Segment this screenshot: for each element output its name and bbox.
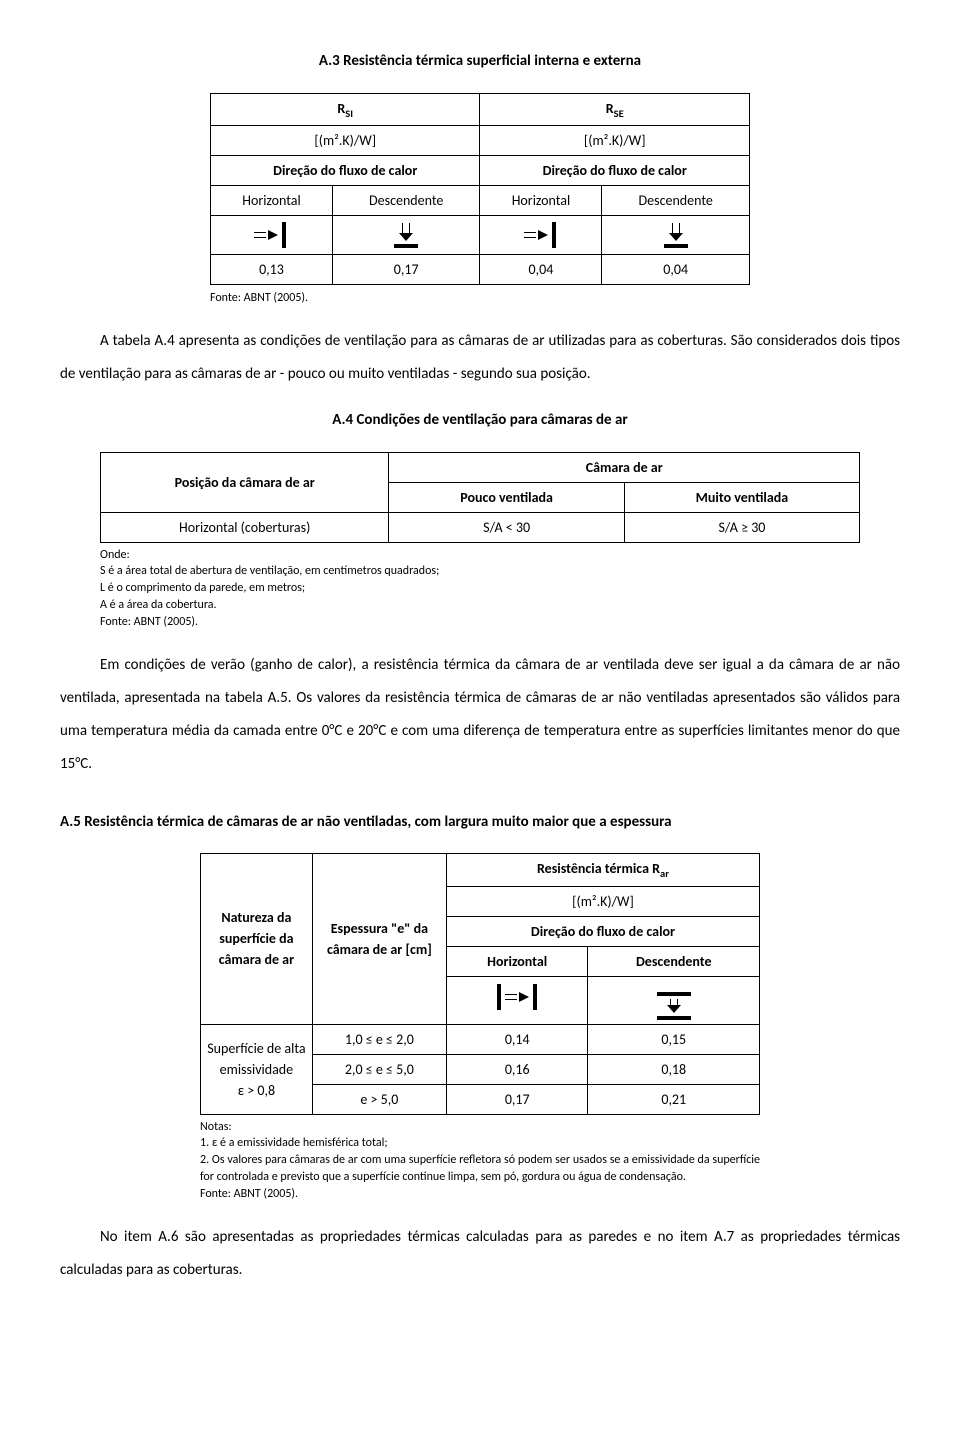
a4-n3: A é a área da cobertura. bbox=[100, 597, 860, 614]
a5-surface-l1: Superfície de alta emissividade bbox=[207, 1040, 305, 1078]
a5-nat-header: Natureza da superfície da câmara de ar bbox=[201, 854, 313, 1025]
a4-pos-header: Posição da câmara de ar bbox=[101, 452, 389, 512]
a3-v0: 0,13 bbox=[211, 255, 333, 285]
a5-descendente-text: Descendente bbox=[636, 953, 712, 970]
a5-notes: Notas: 1. ε é a emissividade hemisférica… bbox=[200, 1119, 760, 1203]
a4-row-pouco: S/A < 30 bbox=[389, 512, 624, 542]
a4-pouco-header: Pouco ventilada bbox=[389, 482, 624, 512]
a3-unit-r: [(m².K)/W] bbox=[480, 126, 750, 156]
a5-table: Natureza da superfície da câmara de ar E… bbox=[200, 853, 760, 1115]
a5-horizontal: Horizontal bbox=[446, 946, 588, 976]
a5-unit: [(m².K)/W] bbox=[446, 886, 759, 916]
a3-title: A.3 Resistência térmica superficial inte… bbox=[60, 50, 900, 73]
a3-d2: Descendente bbox=[602, 186, 750, 216]
a5-icon-h bbox=[446, 976, 588, 1024]
a5-flow-dir-text: Direção do fluxo de calor bbox=[531, 923, 675, 940]
a3-rse-sub: SE bbox=[614, 106, 624, 119]
a4-muito-text: Muito ventilada bbox=[696, 489, 789, 506]
a4-n2: L é o comprimento da parede, em metros; bbox=[100, 580, 860, 597]
a3-table: RSI RSE [(m².K)/W] [(m².K)/W] Direção do… bbox=[210, 93, 750, 286]
a5-r2-e: e > 5,0 bbox=[312, 1084, 446, 1114]
a3-unit-l: [(m².K)/W] bbox=[211, 126, 480, 156]
a5-res-sub: ar bbox=[660, 867, 669, 880]
para-3: No item A.6 são apresentadas as propried… bbox=[60, 1221, 900, 1287]
a3-flow-r: Direção do fluxo de calor bbox=[480, 156, 750, 186]
a3-rsi-header: RSI bbox=[211, 93, 480, 126]
a4-onde: Onde: bbox=[100, 547, 860, 564]
a4-camara-header: Câmara de ar bbox=[389, 452, 860, 482]
a5-title: A.5 Resistência térmica de câmaras de ar… bbox=[60, 811, 900, 834]
a5-r2-h: 0,17 bbox=[446, 1084, 588, 1114]
para-2: Em condições de verão (ganho de calor), … bbox=[60, 649, 900, 781]
a3-flow-l: Direção do fluxo de calor bbox=[211, 156, 480, 186]
a3-flow-r-text: Direção do fluxo de calor bbox=[543, 162, 687, 179]
a5-nota2: 2. Os valores para câmaras de ar com uma… bbox=[200, 1152, 760, 1186]
a5-r0-d: 0,15 bbox=[588, 1024, 760, 1054]
a5-esp-header-text: Espessura "e" da câmara de ar [cm] bbox=[327, 920, 432, 958]
a4-title: A.4 Condições de ventilação para câmaras… bbox=[60, 409, 900, 432]
a4-source: Fonte: ABNT (2005). bbox=[100, 614, 860, 631]
a5-r1-e: 2,0 ≤ e ≤ 5,0 bbox=[312, 1054, 446, 1084]
a4-table: Posição da câmara de ar Câmara de ar Pou… bbox=[100, 452, 860, 543]
a3-table-wrap: RSI RSE [(m².K)/W] [(m².K)/W] Direção do… bbox=[210, 93, 750, 308]
a3-icon-h1 bbox=[211, 216, 333, 255]
para-1: A tabela A.4 apresenta as condições de v… bbox=[60, 325, 900, 391]
a3-source: Fonte: ABNT (2005). bbox=[210, 289, 750, 307]
a3-rse-sym: R bbox=[606, 100, 614, 117]
bar-arrow-down-bar-icon bbox=[657, 992, 691, 1020]
a4-notes: Onde: S é a área total de abertura de ve… bbox=[100, 547, 860, 631]
a5-nota1: 1. ε é a emissividade hemisférica total; bbox=[200, 1135, 760, 1152]
a5-horizontal-text: Horizontal bbox=[487, 953, 547, 970]
arrow-down-to-bar-icon bbox=[664, 223, 688, 248]
a3-rse-header: RSE bbox=[480, 93, 750, 126]
a5-descendente: Descendente bbox=[588, 946, 760, 976]
a5-source: Fonte: ABNT (2005). bbox=[200, 1186, 760, 1203]
a3-d1: Descendente bbox=[332, 186, 480, 216]
a5-r1-d: 0,18 bbox=[588, 1054, 760, 1084]
a4-n1: S é a área total de abertura de ventilaç… bbox=[100, 563, 860, 580]
a5-r1-h: 0,16 bbox=[446, 1054, 588, 1084]
a4-muito-header: Muito ventilada bbox=[624, 482, 859, 512]
a3-flow-l-text: Direção do fluxo de calor bbox=[273, 162, 417, 179]
a3-h1: Horizontal bbox=[211, 186, 333, 216]
a4-pouco-text: Pouco ventilada bbox=[460, 489, 553, 506]
a3-icon-h2 bbox=[480, 216, 602, 255]
a4-row-label: Horizontal (coberturas) bbox=[101, 512, 389, 542]
a3-v3: 0,04 bbox=[602, 255, 750, 285]
a5-r0-h: 0,14 bbox=[446, 1024, 588, 1054]
a4-pos-header-text: Posição da câmara de ar bbox=[175, 474, 315, 491]
a3-v2: 0,04 bbox=[480, 255, 602, 285]
a5-notas-label: Notas: bbox=[200, 1119, 760, 1136]
a5-nat-header-text: Natureza da superfície da câmara de ar bbox=[219, 909, 294, 968]
arrow-right-to-bar-icon bbox=[524, 222, 558, 248]
bar-arrow-right-bar-icon bbox=[495, 984, 539, 1010]
a5-r0-e: 1,0 ≤ e ≤ 2,0 bbox=[312, 1024, 446, 1054]
a3-h2: Horizontal bbox=[480, 186, 602, 216]
a4-row-muito: S/A ≥ 30 bbox=[624, 512, 859, 542]
a5-icon-d bbox=[588, 976, 760, 1024]
a5-res-prefix: Resistência térmica R bbox=[537, 860, 660, 877]
arrow-right-to-bar-icon bbox=[254, 222, 288, 248]
a5-esp-header: Espessura "e" da câmara de ar [cm] bbox=[312, 854, 446, 1025]
a5-r2-d: 0,21 bbox=[588, 1084, 760, 1114]
a5-table-wrap: Natureza da superfície da câmara de ar E… bbox=[200, 853, 760, 1203]
a5-flow-dir: Direção do fluxo de calor bbox=[446, 916, 759, 946]
a5-res-header: Resistência térmica Rar bbox=[446, 854, 759, 887]
arrow-down-to-bar-icon bbox=[394, 223, 418, 248]
a5-surface-label: Superfície de alta emissividade ε > 0,8 bbox=[201, 1024, 313, 1114]
a5-surface-l2: ε > 0,8 bbox=[238, 1082, 275, 1099]
a3-icon-d2 bbox=[602, 216, 750, 255]
a3-v1: 0,17 bbox=[332, 255, 480, 285]
a4-table-wrap: Posição da câmara de ar Câmara de ar Pou… bbox=[100, 452, 860, 631]
a3-rsi-sub: SI bbox=[345, 106, 353, 119]
a4-camara-header-text: Câmara de ar bbox=[586, 459, 663, 476]
a3-icon-d1 bbox=[332, 216, 480, 255]
